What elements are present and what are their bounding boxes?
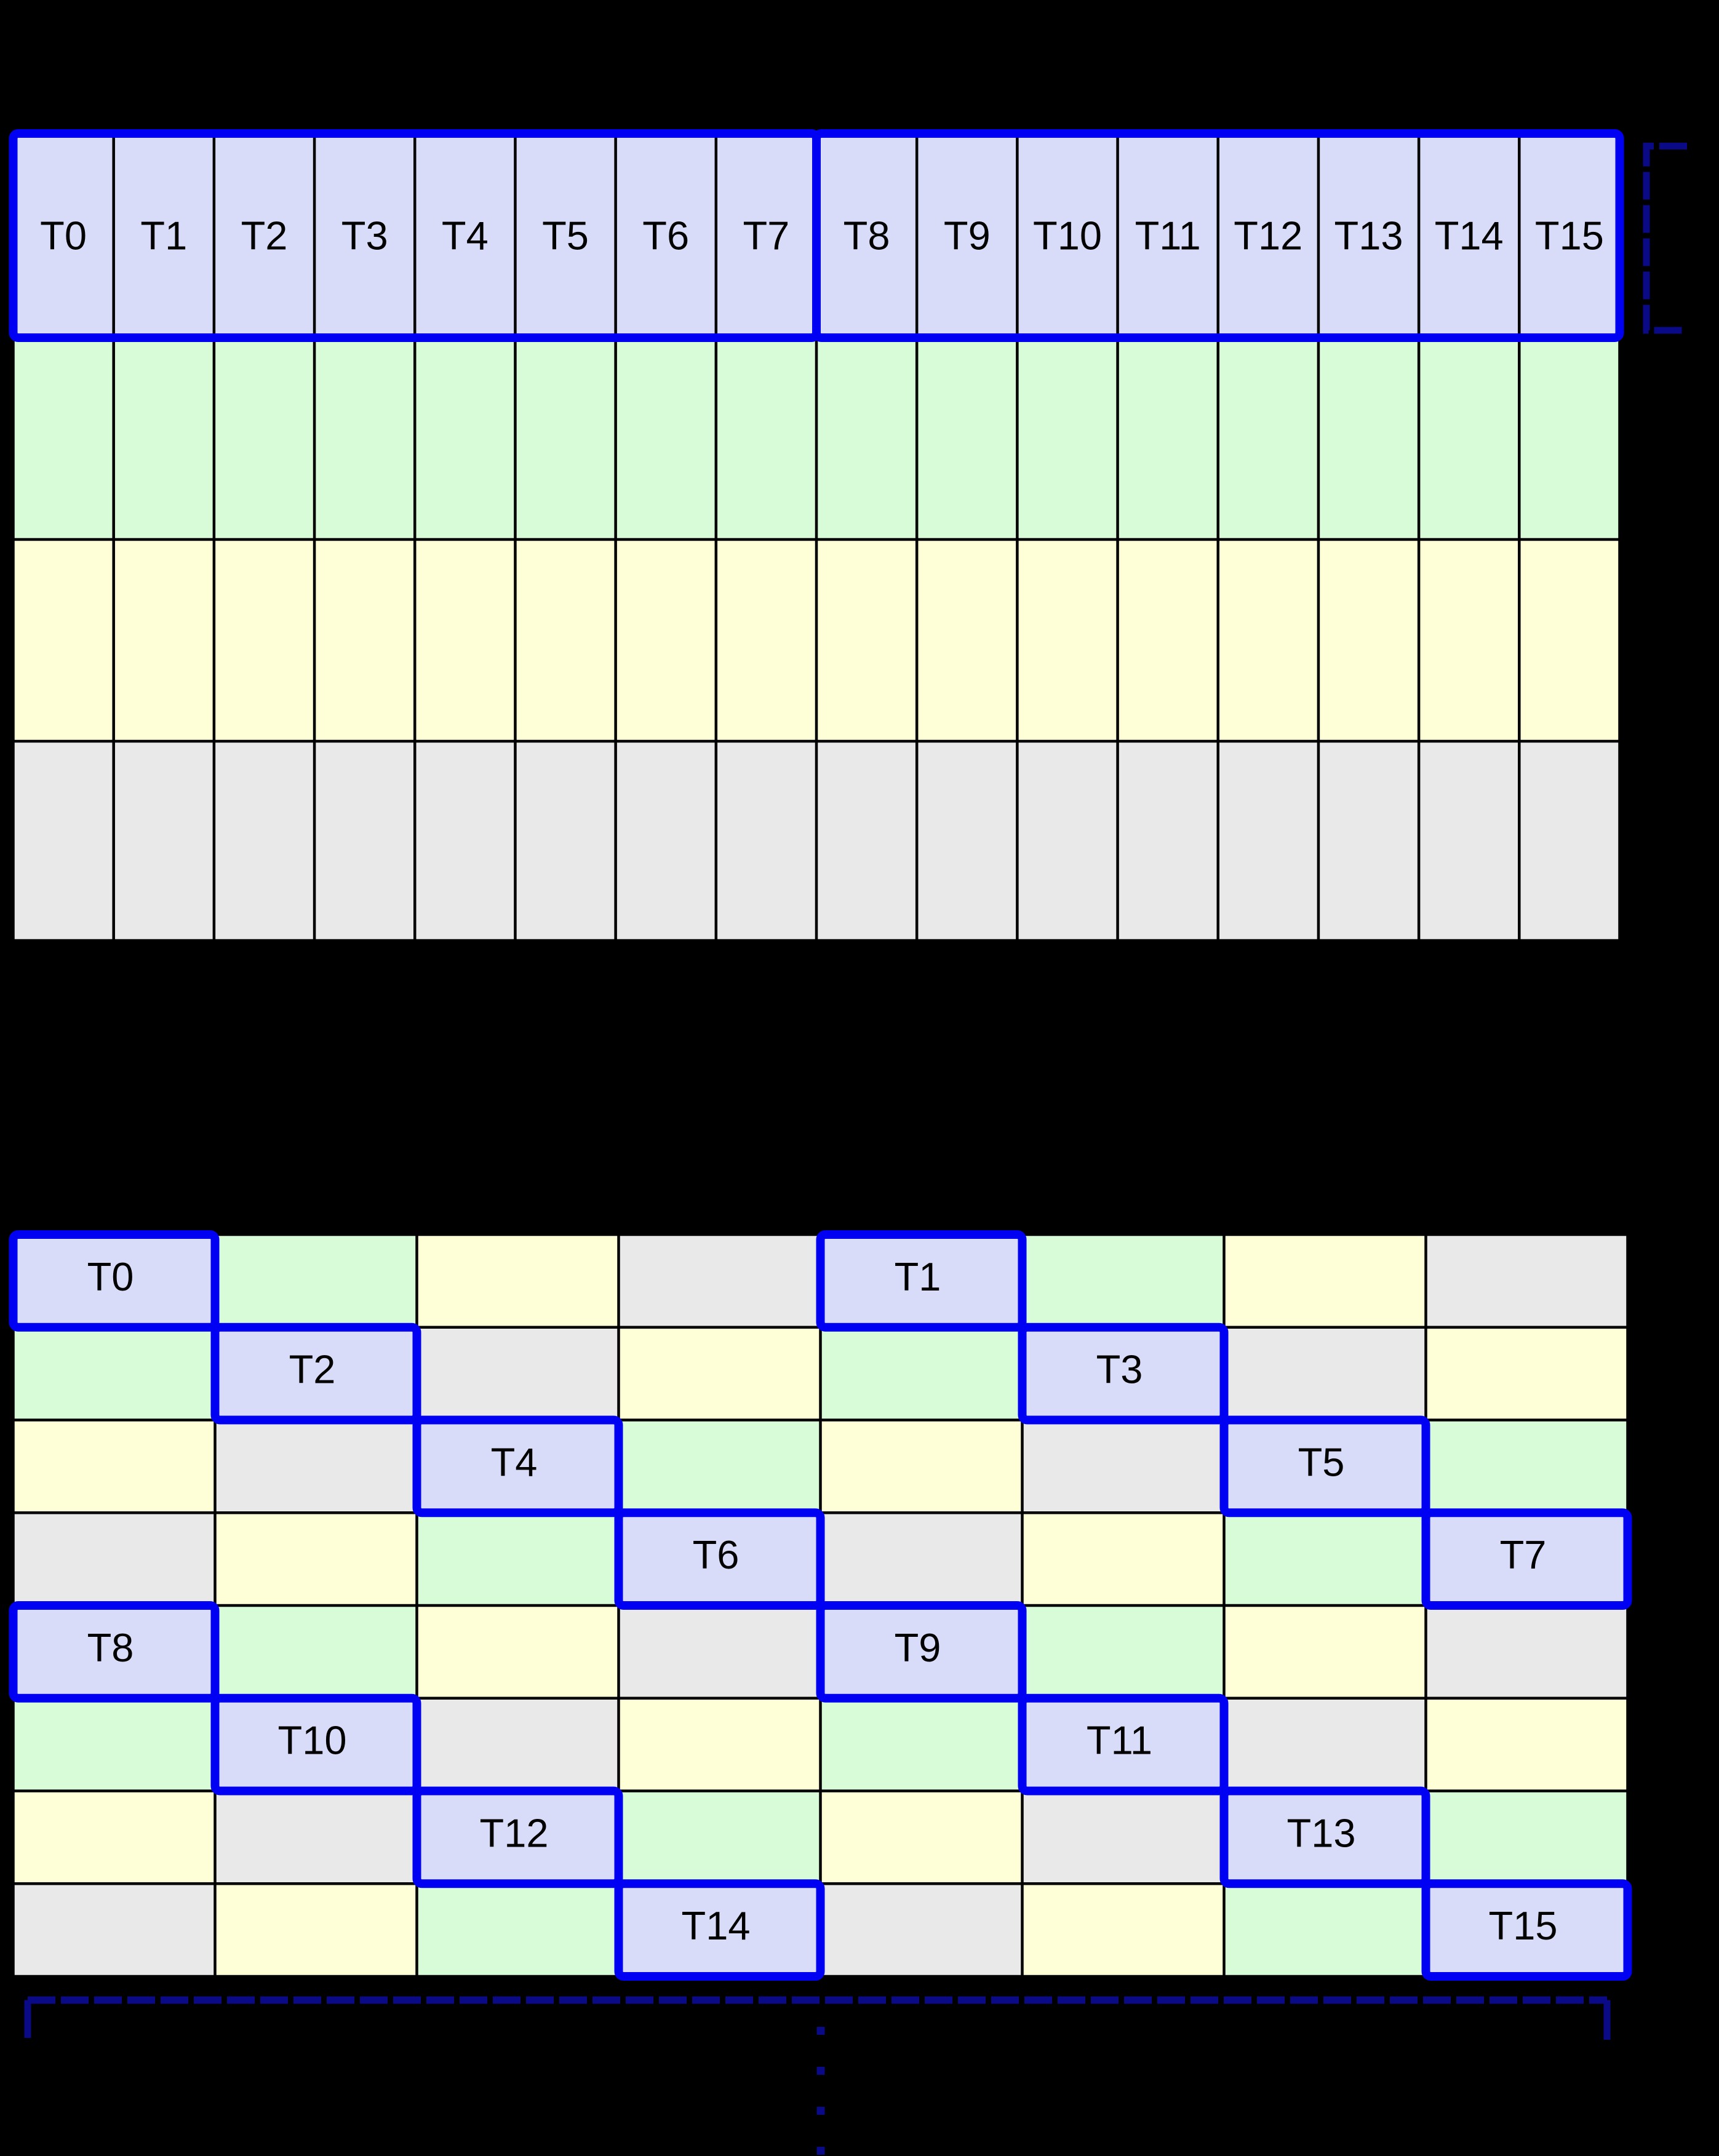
svg-text:T7: T7 — [743, 213, 789, 258]
svg-text:T15: T15 — [1488, 1903, 1557, 1948]
svg-text:T3: T3 — [341, 213, 388, 258]
svg-text:T5: T5 — [1298, 1439, 1345, 1484]
svg-text:T8: T8 — [844, 213, 890, 258]
svg-text:T4: T4 — [491, 1439, 538, 1484]
svg-text:T3: T3 — [1096, 1347, 1143, 1392]
svg-text:T0: T0 — [40, 213, 87, 258]
svg-text:T10: T10 — [1033, 213, 1102, 258]
svg-text:T4: T4 — [442, 213, 489, 258]
svg-text:T9: T9 — [895, 1625, 941, 1670]
svg-text:T13: T13 — [1334, 213, 1403, 258]
svg-text:T11: T11 — [1135, 213, 1201, 258]
svg-text:T5: T5 — [542, 213, 589, 258]
svg-text:T10: T10 — [277, 1718, 346, 1763]
svg-text:T13: T13 — [1286, 1810, 1355, 1855]
svg-text:T12: T12 — [479, 1810, 548, 1855]
svg-text:T1: T1 — [895, 1254, 941, 1299]
svg-text:T11: T11 — [1087, 1718, 1152, 1763]
svg-text:T0: T0 — [87, 1254, 134, 1299]
svg-text:T7: T7 — [1500, 1532, 1547, 1577]
svg-text:T6: T6 — [693, 1532, 740, 1577]
svg-text:T2: T2 — [289, 1347, 336, 1392]
svg-text:T15: T15 — [1535, 213, 1604, 258]
svg-text:T9: T9 — [944, 213, 991, 258]
svg-text:T2: T2 — [241, 213, 288, 258]
svg-text:T8: T8 — [87, 1625, 134, 1670]
svg-text:T14: T14 — [681, 1903, 750, 1948]
svg-text:T14: T14 — [1435, 213, 1504, 258]
svg-text:T6: T6 — [642, 213, 689, 258]
svg-text:T1: T1 — [140, 213, 187, 258]
svg-text:T12: T12 — [1234, 213, 1302, 258]
